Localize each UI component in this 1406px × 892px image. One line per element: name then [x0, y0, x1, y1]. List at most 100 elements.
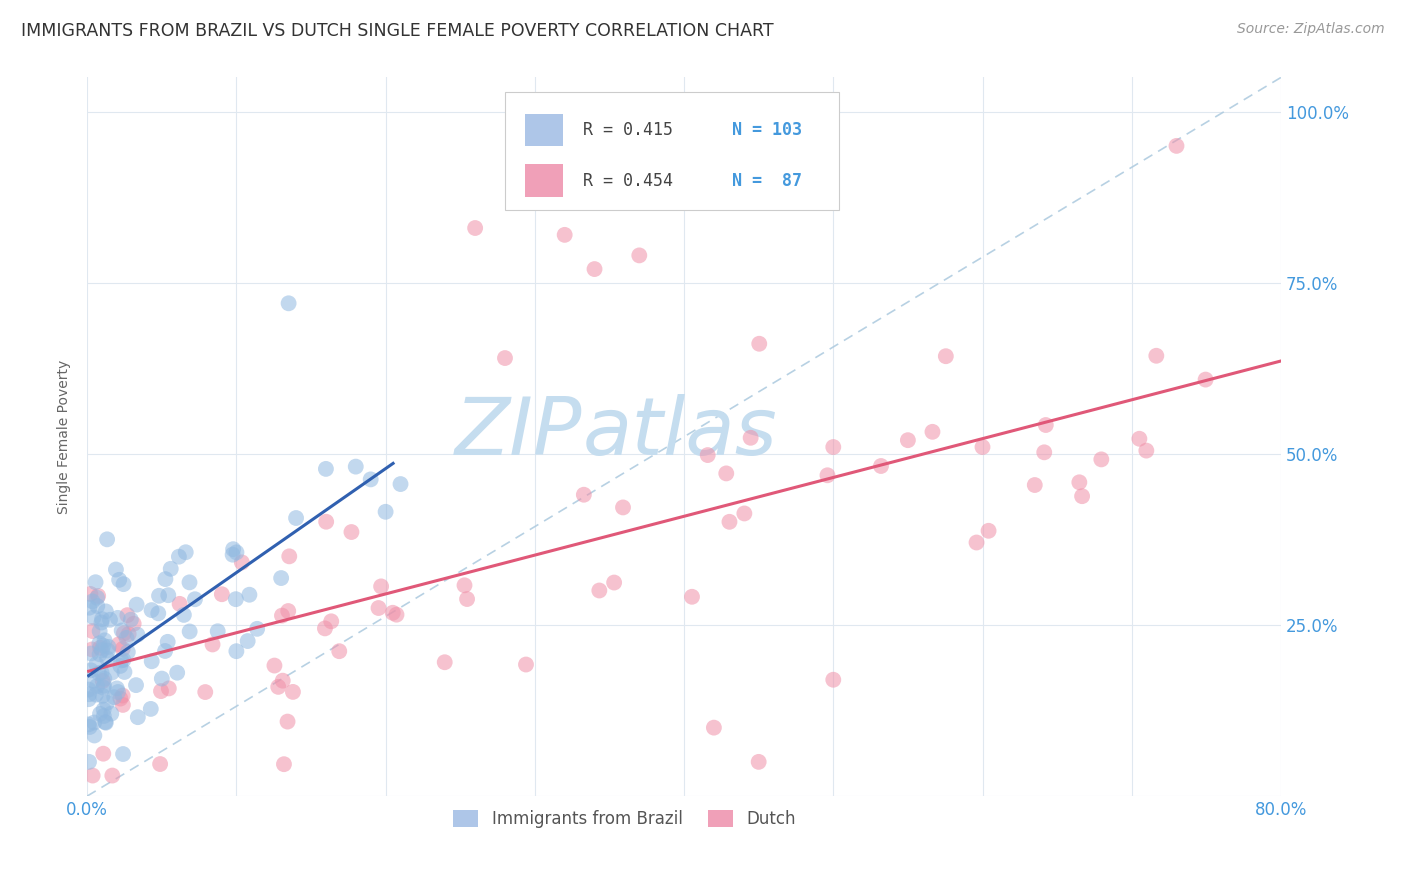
Point — [464, 221, 486, 235]
Point — [231, 555, 253, 569]
Point — [281, 685, 304, 699]
Point — [93, 703, 115, 717]
Point — [103, 690, 125, 705]
Point — [90, 643, 112, 657]
Point — [91, 689, 114, 703]
Point — [148, 607, 170, 621]
Point — [1166, 139, 1188, 153]
Point — [344, 459, 367, 474]
Point — [84, 657, 107, 672]
Point — [246, 622, 269, 636]
Point — [89, 706, 111, 721]
Point — [225, 592, 247, 607]
Point — [93, 672, 115, 686]
Point — [117, 627, 139, 641]
Point — [122, 616, 145, 631]
Point — [110, 653, 132, 667]
Point — [367, 601, 389, 615]
Point — [1035, 417, 1057, 432]
Point — [150, 684, 173, 698]
Point — [77, 717, 100, 731]
Point — [96, 651, 118, 665]
Point — [173, 607, 195, 622]
Point — [167, 549, 190, 564]
Text: R = 0.454: R = 0.454 — [582, 171, 672, 189]
Point — [270, 571, 292, 585]
Point — [141, 603, 163, 617]
Legend: Immigrants from Brazil, Dutch: Immigrants from Brazil, Dutch — [447, 803, 801, 835]
Point — [748, 336, 770, 351]
Point — [125, 598, 148, 612]
Point — [370, 579, 392, 593]
Point — [870, 458, 893, 473]
Point — [115, 631, 138, 645]
Point — [718, 515, 741, 529]
Point — [153, 644, 176, 658]
Point — [89, 640, 111, 655]
Point — [456, 592, 478, 607]
Point — [703, 721, 725, 735]
Point — [90, 615, 112, 630]
Point — [107, 611, 129, 625]
Y-axis label: Single Female Poverty: Single Female Poverty — [58, 359, 72, 514]
Text: N =  87: N = 87 — [731, 171, 801, 189]
Point — [149, 757, 172, 772]
Point — [104, 562, 127, 576]
Point — [897, 433, 920, 447]
Point — [89, 636, 111, 650]
Point — [108, 637, 131, 651]
Point — [93, 633, 115, 648]
Point — [494, 351, 516, 365]
Point — [111, 624, 134, 638]
Point — [108, 573, 131, 587]
Point — [225, 545, 247, 559]
Point — [681, 590, 703, 604]
Point — [696, 448, 718, 462]
Point — [90, 665, 112, 680]
Point — [107, 685, 129, 699]
Point — [285, 511, 308, 525]
Point — [823, 673, 845, 687]
Point — [817, 468, 839, 483]
Point — [156, 635, 179, 649]
Point — [179, 575, 201, 590]
Point — [96, 696, 118, 710]
Point — [238, 588, 260, 602]
Point — [314, 621, 336, 635]
Point — [110, 691, 132, 706]
Point — [716, 467, 738, 481]
Point — [105, 681, 128, 696]
Point — [89, 647, 111, 661]
Point — [79, 600, 101, 615]
Point — [117, 608, 139, 623]
Point — [91, 747, 114, 761]
Point — [1128, 432, 1150, 446]
Point — [110, 659, 132, 673]
Point — [935, 349, 957, 363]
Point — [1135, 443, 1157, 458]
Point — [111, 689, 134, 703]
Point — [112, 653, 135, 667]
Point — [921, 425, 943, 439]
Point — [91, 612, 114, 626]
Point — [96, 533, 118, 547]
Point — [1069, 475, 1091, 490]
Point — [82, 673, 104, 688]
Point — [278, 549, 301, 564]
Point — [77, 692, 100, 706]
Point — [166, 665, 188, 680]
Text: IMMIGRANTS FROM BRAZIL VS DUTCH SINGLE FEMALE POVERTY CORRELATION CHART: IMMIGRANTS FROM BRAZIL VS DUTCH SINGLE F… — [21, 22, 773, 40]
FancyBboxPatch shape — [505, 92, 839, 211]
Point — [86, 599, 108, 613]
Point — [111, 641, 134, 656]
Point — [194, 685, 217, 699]
Point — [97, 640, 120, 654]
Point — [263, 658, 285, 673]
Point — [94, 714, 117, 729]
Point — [155, 572, 177, 586]
Point — [127, 710, 149, 724]
Point — [823, 440, 845, 454]
Point — [148, 589, 170, 603]
Point — [82, 624, 104, 638]
Point — [169, 597, 191, 611]
